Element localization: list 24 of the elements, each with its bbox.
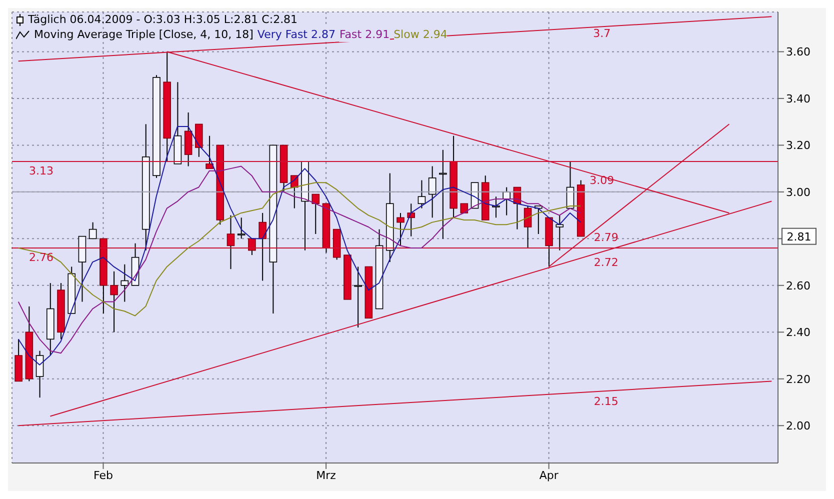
annotation: 2.15	[594, 395, 618, 408]
annotation: 2.79	[594, 230, 618, 244]
y-tick-label: 3.40	[786, 92, 810, 106]
y-tick-label: 2.60	[786, 279, 810, 292]
text: Moving Average Triple [Close, 4, 10, 18]	[34, 27, 254, 42]
x-tick-label: Mrz	[316, 468, 336, 482]
text: Slow 2.94	[394, 27, 448, 42]
text: Fast 2.91	[339, 27, 390, 42]
annotation: 3.7	[593, 26, 611, 40]
x-tick-label: Feb	[94, 468, 113, 482]
ref-line-label: 3.13	[29, 164, 54, 178]
text: 2.81	[786, 230, 812, 244]
annotation: 2.72	[594, 256, 618, 269]
y-tick-label: 3.20	[786, 139, 810, 152]
y-tick-label: 3.60	[786, 46, 810, 59]
y-tick-label: 2.40	[786, 326, 810, 340]
text: Very Fast 2.87	[257, 27, 336, 42]
chart-title: Täglich 06.04.2009 - O:3.03 H:3.05 L:2.81 C:2.81	[28, 12, 298, 27]
y-tick-label: 3.00	[786, 186, 810, 199]
x-tick-label: Apr	[539, 468, 559, 482]
annotation: 3.09	[590, 174, 614, 188]
y-tick-label: 2.00	[786, 420, 810, 433]
y-tick-label: 2.20	[786, 372, 810, 386]
ref-line-label: 2.76	[29, 250, 54, 264]
